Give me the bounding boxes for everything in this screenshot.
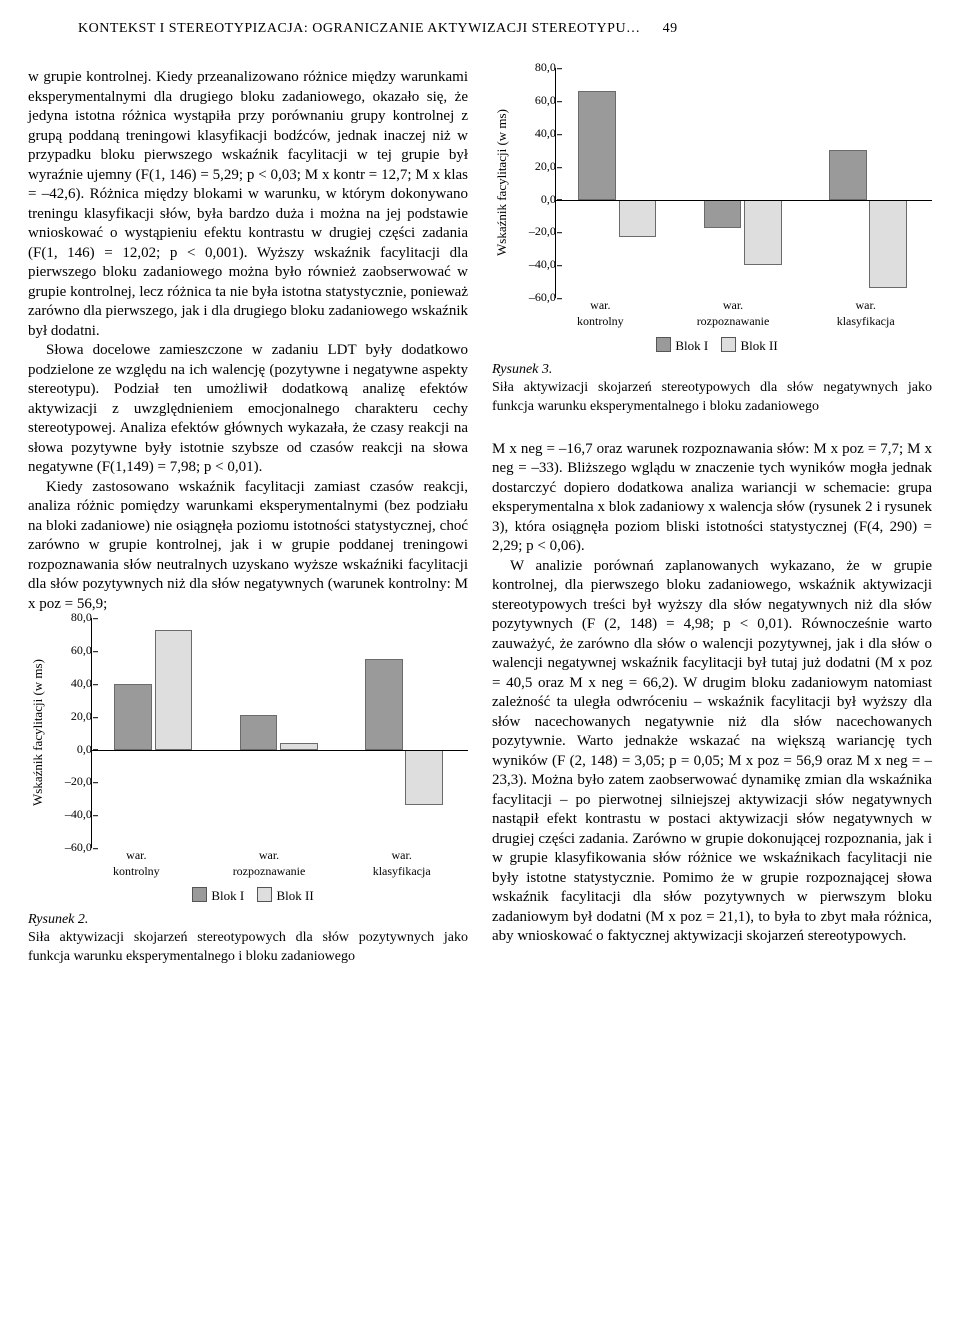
legend-label-blok2: Blok II	[276, 888, 313, 903]
chart-3-ylabel: Wskaźnik facylitacji (w ms)	[492, 68, 513, 298]
para-r2: W analizie porównań zaplanowanych wykaza…	[492, 557, 932, 947]
figure-3: Wskaźnik facylitacji (w ms) 80,060,040,0…	[492, 68, 932, 416]
legend-swatch-blok1	[656, 337, 671, 352]
figure-2-caption: Rysunek 2. Siła aktywizacji skojarzeń st…	[28, 911, 468, 966]
legend-swatch-blok2	[257, 887, 272, 902]
legend-label-blok2: Blok II	[740, 338, 777, 353]
page-number: 49	[663, 20, 678, 38]
left-column: w grupie kontrolnej. Kiedy przeanalizowa…	[28, 68, 468, 972]
chart-3-plot	[555, 68, 932, 298]
figure-3-caption: Rysunek 3. Siła aktywizacji skojarzeń st…	[492, 361, 932, 416]
chart-2: Wskaźnik facylitacji (w ms) 80,060,040,0…	[28, 618, 468, 848]
chart-2-yticks: 80,060,040,020,00,0–20,0–40,0–60,0	[49, 618, 91, 848]
para-r1: M x neg = –16,7 oraz warunek rozpoznawan…	[492, 440, 932, 557]
chart-3-legend: Blok I Blok II	[492, 337, 932, 355]
figure-3-caption-text: Siła aktywizacji skojarzeń stereotypowyc…	[492, 380, 932, 413]
legend-swatch-blok1	[192, 887, 207, 902]
chart-3-yticks: 80,060,040,020,00,0–20,0–40,0–60,0	[513, 68, 555, 298]
chart-2-plot	[91, 618, 468, 848]
chart-2-xlabels: war.kontrolnywar.rozpoznawaniewar.klasyf…	[70, 848, 468, 879]
running-head: KONTEKST I STEREOTYPIZACJA: OGRANICZANIE…	[28, 20, 932, 38]
right-column: Wskaźnik facylitacji (w ms) 80,060,040,0…	[492, 68, 932, 972]
legend-label-blok1: Blok I	[675, 338, 708, 353]
chart-3-xlabels: war.kontrolnywar.rozpoznawaniewar.klasyf…	[534, 298, 932, 329]
running-head-text: KONTEKST I STEREOTYPIZACJA: OGRANICZANIE…	[78, 21, 641, 36]
chart-3: Wskaźnik facylitacji (w ms) 80,060,040,0…	[492, 68, 932, 298]
figure-2: Wskaźnik facylitacji (w ms) 80,060,040,0…	[28, 618, 468, 966]
chart-2-legend: Blok I Blok II	[28, 887, 468, 905]
figure-3-title: Rysunek 3.	[492, 362, 552, 377]
para-l3: Kiedy zastosowano wskaźnik facylitacji z…	[28, 478, 468, 615]
para-l1: w grupie kontrolnej. Kiedy przeanalizowa…	[28, 68, 468, 341]
legend-swatch-blok2	[721, 337, 736, 352]
legend-label-blok1: Blok I	[211, 888, 244, 903]
figure-2-caption-text: Siła aktywizacji skojarzeń stereotypowyc…	[28, 930, 468, 963]
chart-2-ylabel: Wskaźnik facylitacji (w ms)	[28, 618, 49, 848]
figure-2-title: Rysunek 2.	[28, 912, 88, 927]
para-l2: Słowa docelowe zamieszczone w zadaniu LD…	[28, 341, 468, 478]
